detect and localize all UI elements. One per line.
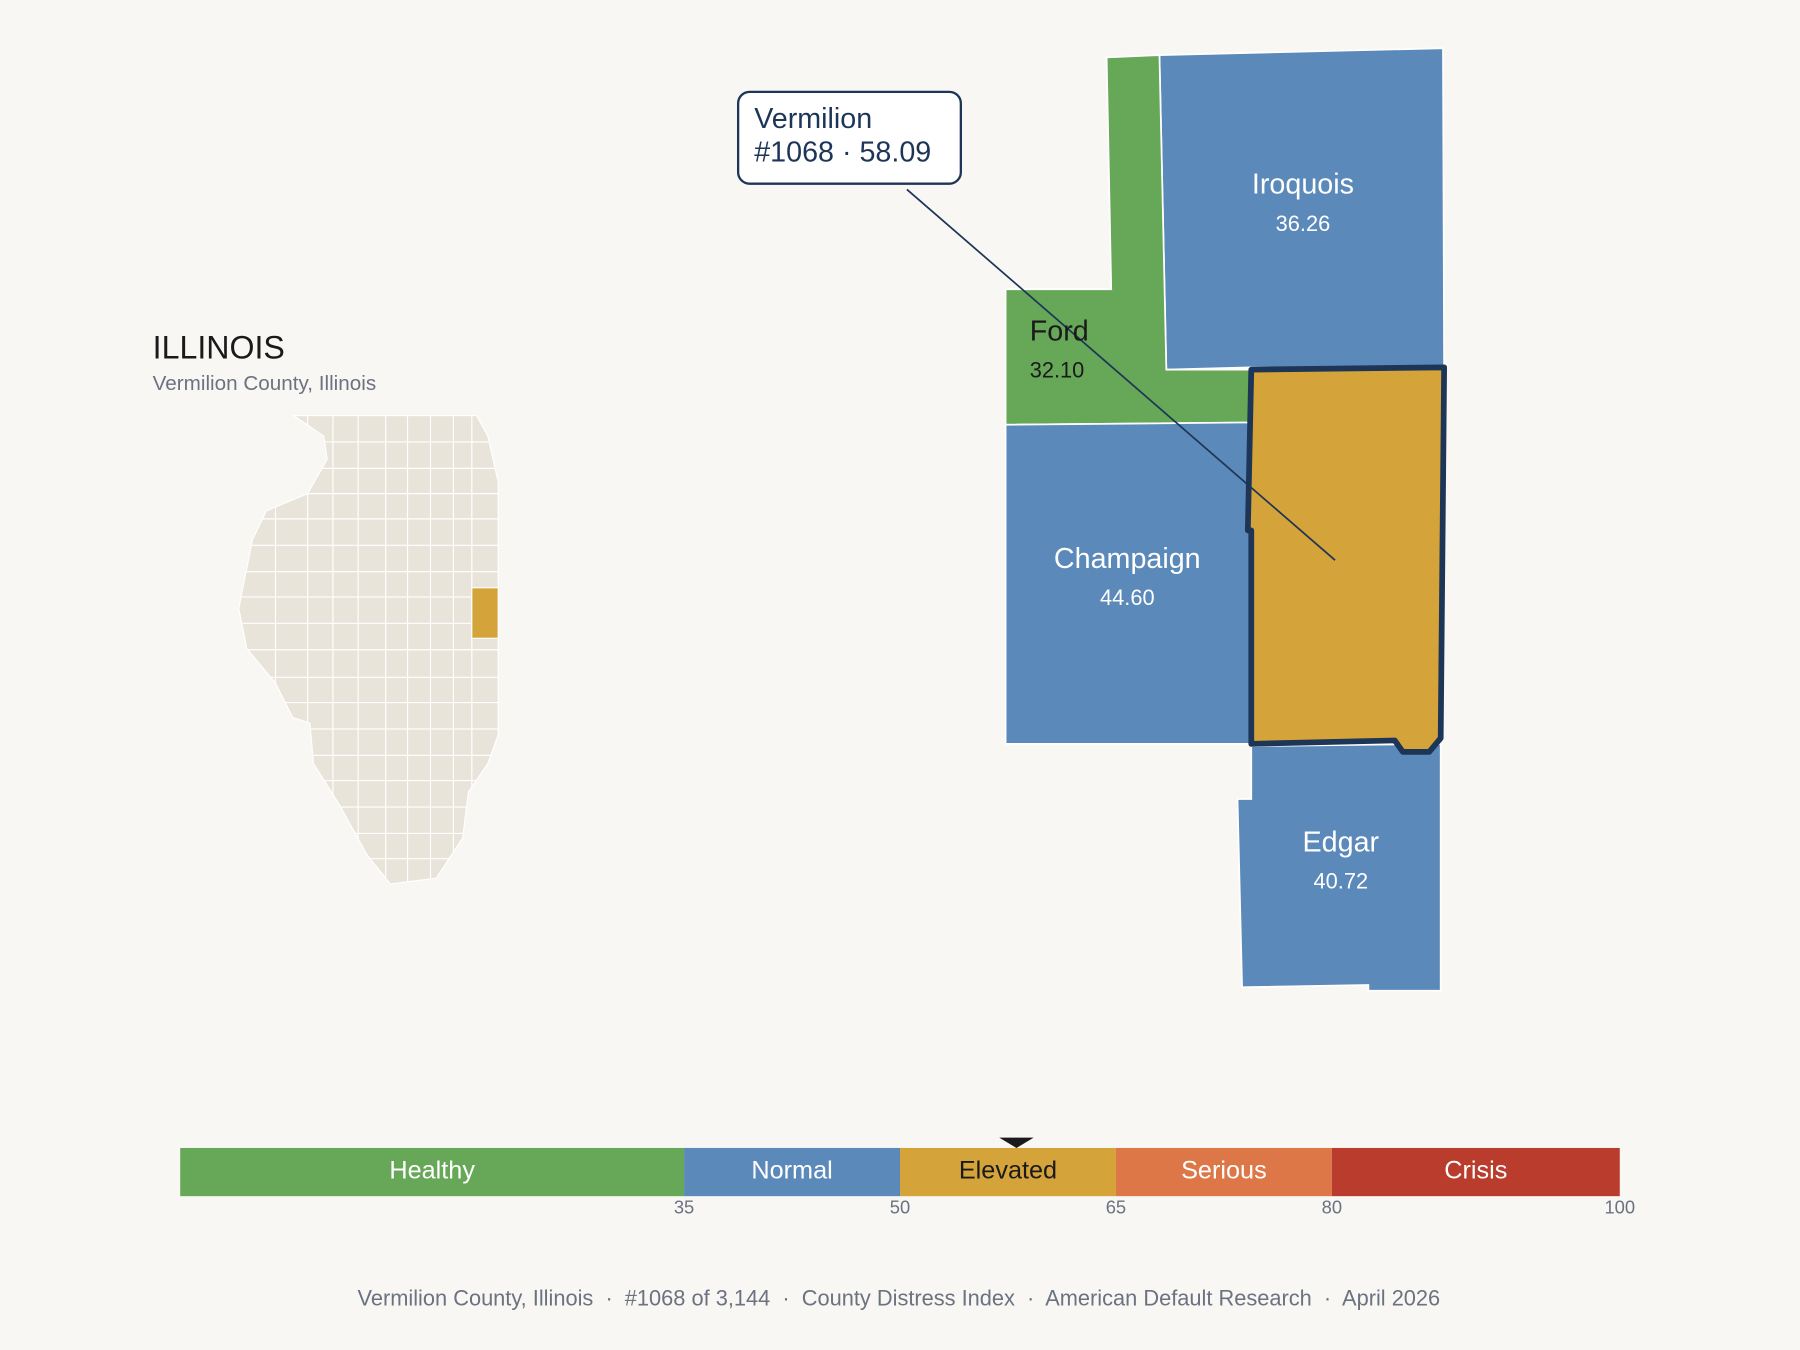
scale-tick-label: 50 [890, 1197, 910, 1218]
county-grid [238, 415, 499, 884]
scale-band-label: Serious [1181, 1157, 1267, 1185]
scale-band [684, 1147, 900, 1197]
scale-band-label: Crisis [1444, 1157, 1507, 1185]
callout-title: Vermilion [754, 103, 872, 135]
county-score: 44.60 [1100, 585, 1155, 610]
distress-scale: Healthy Normal Elevated Serious Crisis 35 50 65… [180, 1137, 1635, 1218]
callout-detail: #1068 · 58.09 [754, 136, 931, 168]
county-shape [1158, 47, 1445, 371]
scale-band-label: Healthy [389, 1157, 475, 1185]
county-shape [1004, 421, 1253, 745]
scale-band [1115, 1147, 1332, 1197]
scale-band-label: Elevated [959, 1157, 1057, 1185]
state-title: ILLINOIS [153, 330, 285, 366]
scale-band [1331, 1147, 1620, 1197]
scale-band-label: Normal [751, 1157, 832, 1185]
county-name: Champaign [1054, 543, 1201, 575]
county-score: 32.10 [1030, 358, 1085, 383]
county-map [1004, 47, 1448, 992]
highlighted-county [471, 587, 499, 639]
scale-tick-label: 35 [674, 1197, 694, 1218]
footer: Vermilion County, Illinois · #1068 of 3,… [358, 1285, 1441, 1310]
selected-county-shape [1244, 364, 1448, 755]
callout-leader [906, 188, 1336, 561]
scale-tick-label: 65 [1106, 1197, 1126, 1218]
scale-tick-label: 80 [1322, 1197, 1342, 1218]
county-shape [1236, 743, 1442, 992]
county-score: 36.26 [1276, 211, 1331, 236]
county-score: 40.72 [1314, 869, 1369, 894]
scale-band [180, 1147, 685, 1197]
county-name: Edgar [1303, 826, 1380, 858]
scale-band [900, 1147, 1116, 1197]
state-map [238, 414, 499, 885]
county-name: Iroquois [1252, 169, 1354, 201]
scale-tick-label: 100 [1604, 1197, 1635, 1218]
state-subtitle: Vermilion County, Illinois [153, 372, 377, 395]
callout-box [736, 90, 962, 185]
score-marker [999, 1137, 1034, 1148]
county-name: Ford [1030, 315, 1089, 347]
